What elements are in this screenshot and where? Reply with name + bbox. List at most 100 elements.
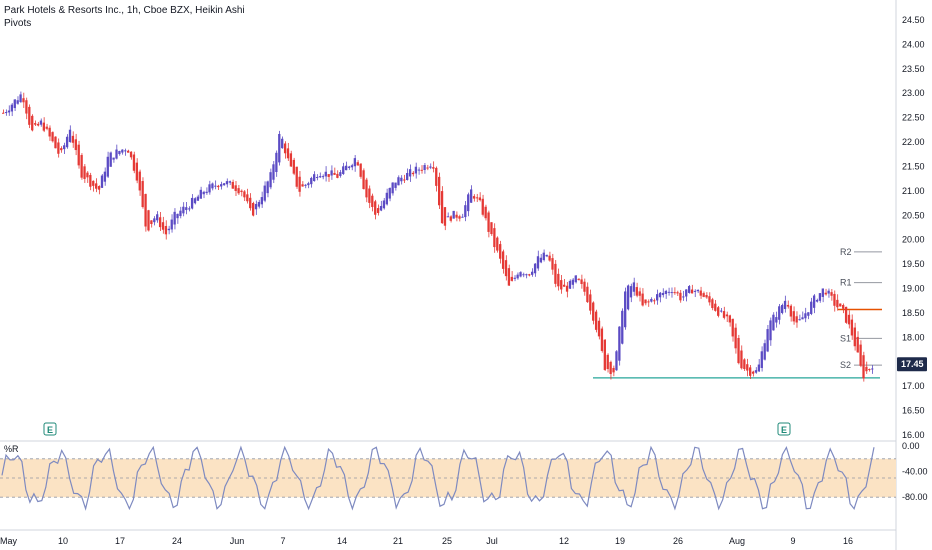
y-tick-label: 24.00	[902, 39, 925, 49]
candle-body	[260, 197, 263, 205]
candle-body	[839, 303, 842, 307]
williams-r-tick: -40.00	[902, 467, 928, 477]
price-badge	[897, 357, 927, 372]
candle-body	[420, 169, 423, 171]
candle-body	[650, 298, 653, 302]
earnings-marker[interactable]	[43, 422, 57, 436]
candle-body	[286, 148, 290, 159]
candle-body	[443, 207, 447, 226]
candle-body	[80, 155, 83, 178]
candle-body	[179, 210, 182, 217]
candle-body	[310, 177, 313, 185]
candle-body	[376, 208, 380, 213]
williams-r-tick: -80.00	[902, 492, 928, 502]
candle-body	[426, 167, 429, 169]
candle-body	[121, 149, 124, 153]
candle-body	[307, 183, 310, 186]
candle-body	[749, 367, 752, 376]
candle-body	[507, 268, 511, 286]
candle-body	[318, 176, 322, 178]
candle-body	[225, 181, 229, 185]
candle-body	[728, 315, 731, 323]
candle-body	[621, 310, 624, 344]
candle-body	[533, 263, 537, 274]
candle-body	[522, 274, 525, 276]
y-tick-label: 16.50	[902, 406, 925, 416]
candle-body	[464, 205, 467, 218]
candle-body	[653, 300, 656, 302]
candle-body	[438, 176, 441, 206]
candle-body	[214, 185, 217, 187]
x-tick-label: 7	[280, 536, 285, 546]
y-tick-label: 24.50	[902, 15, 925, 25]
candle-body	[699, 290, 702, 296]
candle-body	[406, 172, 409, 180]
candle-body	[812, 295, 816, 308]
candle-body	[254, 203, 258, 210]
candle-body	[618, 326, 621, 361]
candle-body	[301, 184, 304, 187]
candle-body	[661, 292, 665, 296]
candle-body	[118, 151, 121, 155]
candle-body	[842, 305, 845, 309]
candle-body	[89, 174, 92, 187]
y-tick-label: 19.50	[902, 259, 925, 269]
candle-body	[568, 280, 572, 289]
candle-body	[28, 106, 31, 125]
candle-body	[400, 177, 403, 182]
candle-body	[778, 306, 781, 320]
candle-body	[667, 291, 670, 293]
candle-body	[772, 314, 775, 331]
candle-body	[455, 214, 458, 218]
candle-body	[603, 339, 606, 370]
candle-body	[501, 251, 505, 269]
candle-body	[138, 171, 141, 191]
candle-body	[743, 359, 746, 370]
x-tick-label: 24	[172, 536, 182, 546]
x-tick-label: May	[0, 536, 18, 546]
candle-body	[19, 94, 22, 103]
y-tick-label: 18.00	[902, 332, 925, 342]
candle-body	[158, 217, 162, 228]
earnings-marker[interactable]	[777, 422, 791, 436]
x-tick-label: 19	[615, 536, 625, 546]
candle-body	[13, 99, 16, 109]
candle-body	[156, 214, 159, 221]
candle-body	[798, 319, 801, 321]
candle-body	[278, 133, 281, 163]
candle-body	[126, 150, 130, 153]
candle-body	[687, 286, 691, 293]
candle-body	[327, 174, 330, 177]
candle-body	[283, 143, 287, 154]
candle-body	[516, 274, 519, 279]
candle-body	[199, 189, 202, 199]
candle-body	[574, 275, 577, 283]
candle-body	[100, 175, 104, 188]
candle-body	[597, 320, 601, 337]
candle-body	[638, 291, 641, 296]
y-tick-label: 18.50	[902, 308, 925, 318]
candle-body	[379, 205, 383, 211]
candle-body	[760, 351, 763, 368]
candle-body	[103, 171, 107, 182]
candle-body	[644, 299, 647, 304]
candle-body	[525, 274, 528, 276]
candle-body	[435, 167, 438, 186]
candle-body	[298, 176, 301, 192]
candle-body	[656, 294, 659, 301]
price-badge-label: 17.45	[901, 359, 924, 369]
candle-body	[440, 191, 444, 224]
candle-body	[234, 185, 237, 191]
y-tick-label: 16.00	[902, 430, 925, 440]
candle-body	[397, 177, 400, 186]
candle-body	[263, 185, 266, 201]
candle-body	[763, 343, 766, 360]
candle-body	[115, 149, 118, 159]
candle-body	[510, 276, 513, 281]
y-tick-label: 22.00	[902, 137, 925, 147]
pivots-label: Pivots	[4, 18, 32, 29]
x-tick-label: Aug	[729, 536, 745, 546]
candle-body	[365, 179, 368, 198]
candle-body	[185, 207, 188, 211]
